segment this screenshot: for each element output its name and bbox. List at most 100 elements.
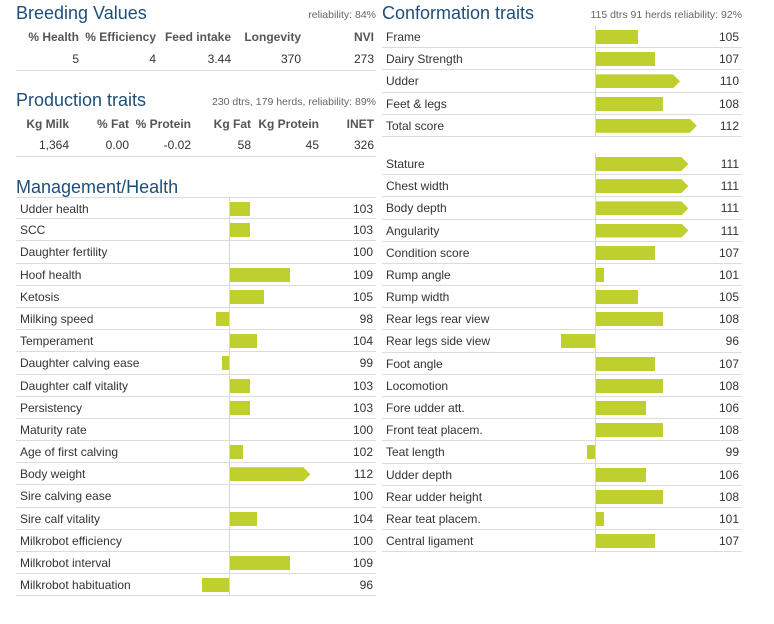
trait-value: 100 — [352, 245, 373, 260]
trait-value: 100 — [352, 533, 373, 548]
trait-row-dairy-strength: Dairy Strength 107 — [382, 48, 742, 71]
conformation-summary-chart: Frame 105 Dairy Strength 107 Udder 110 Feet & … — [382, 26, 742, 137]
table-cell: 1,364 — [16, 134, 71, 157]
production-traits-header-row: Kg Milk % Fat % Protein Kg Fat Kg Protei… — [16, 113, 376, 135]
bar-rump-angle — [596, 267, 605, 282]
baseline-axis — [595, 308, 596, 331]
trait-row-udder: Udder 110 — [382, 70, 742, 93]
trait-label: Sire calf vitality — [20, 511, 101, 526]
conformation-traits-reliability: 115 dtrs 91 herds reliability: 92% — [590, 9, 742, 21]
left-column: Breeding Values reliability: 84% % Healt… — [16, 0, 376, 597]
trait-row-temperament: Temperament 104 — [16, 330, 376, 353]
baseline-axis — [595, 241, 596, 264]
trait-row-body-weight: Body weight 112 — [16, 463, 376, 486]
trait-label: Ketosis — [20, 289, 60, 304]
baseline-axis — [229, 374, 230, 397]
trait-row-daughter-fertility: Daughter fertility 100 — [16, 241, 376, 264]
baseline-axis — [229, 507, 230, 530]
baseline-axis — [595, 286, 596, 309]
bar-fore-udder-att — [596, 401, 647, 415]
trait-label: Condition score — [386, 245, 470, 260]
baseline-axis — [595, 374, 596, 397]
trait-value: 108 — [718, 312, 739, 327]
trait-row-rump-width: Rump width 105 — [382, 286, 742, 309]
trait-row-milkrobot-habituation: Milkrobot habituation 96 — [16, 574, 376, 597]
trait-value: 107 — [718, 245, 739, 260]
trait-row-chest-width: Chest width 111 — [382, 175, 742, 198]
trait-value: 103 — [352, 223, 373, 238]
trait-value: 105 — [718, 290, 739, 305]
baseline-axis — [595, 219, 596, 242]
trait-row-milkrobot-efficiency: Milkrobot efficiency 100 — [16, 529, 376, 552]
baseline-axis — [229, 396, 230, 419]
table-cell: 45 — [253, 134, 321, 157]
trait-value: 112 — [353, 467, 373, 482]
trait-value: 100 — [352, 422, 373, 437]
trait-label: Dairy Strength — [386, 52, 463, 67]
bar-udder-health — [230, 202, 251, 216]
baseline-axis — [595, 463, 596, 486]
baseline-axis — [595, 48, 596, 71]
table-header: NVI — [353, 30, 374, 44]
trait-row-front-teat-placem: Front teat placem. 108 — [382, 419, 742, 442]
breeding-values-reliability: reliability: 84% — [308, 9, 376, 21]
trait-label: Rear teat placem. — [386, 511, 481, 526]
trait-value: 100 — [352, 489, 373, 504]
baseline-axis — [229, 463, 230, 486]
trait-row-stature: Stature 111 — [382, 152, 742, 176]
bar-age-of-first-calving — [230, 445, 244, 460]
trait-label: Udder — [386, 74, 419, 89]
table-header: INET — [346, 116, 374, 131]
trait-value: 105 — [718, 30, 739, 44]
trait-label: Maturity rate — [20, 422, 87, 437]
trait-row-locomotion: Locomotion 108 — [382, 374, 742, 397]
baseline-axis — [229, 307, 230, 331]
baseline-axis — [595, 263, 596, 287]
trait-label: Udder depth — [386, 467, 453, 482]
trait-row-frame: Frame 105 — [382, 26, 742, 49]
bar-daughter-calving-ease — [222, 356, 229, 371]
production-traits-table: Kg Milk % Fat % Protein Kg Fat Kg Protei… — [16, 113, 376, 157]
trait-row-sire-calving-ease: Sire calving ease 100 — [16, 485, 376, 508]
trait-row-rear-legs-rear-view: Rear legs rear view 108 — [382, 308, 742, 331]
trait-label: Teat length — [386, 445, 445, 460]
trait-label: Milkrobot efficiency — [20, 533, 122, 548]
trait-label: Body weight — [20, 467, 86, 482]
trait-value: 106 — [718, 401, 739, 415]
trait-label: Frame — [386, 30, 421, 44]
bar-chest-width — [596, 179, 688, 193]
bar-milkrobot-habituation — [202, 578, 229, 593]
trait-value: 111 — [720, 179, 739, 194]
baseline-axis — [229, 441, 230, 464]
trait-value: 109 — [352, 556, 373, 570]
bar-milking-speed — [215, 311, 229, 326]
production-traits-reliability: 230 dtrs, 179 herds, reliability: 89% — [211, 95, 376, 108]
trait-label: Rear legs rear view — [386, 312, 490, 327]
trait-label: Daughter calving ease — [20, 356, 140, 371]
trait-row-fore-udder-att: Fore udder att. 106 — [382, 397, 742, 420]
breeding-values-title: Breeding Values — [16, 3, 147, 23]
trait-label: Milking speed — [20, 311, 94, 326]
trait-label: Udder health — [20, 202, 89, 216]
bar-body-depth — [596, 201, 688, 215]
bar-ketosis — [230, 289, 264, 304]
trait-label: Chest width — [386, 179, 449, 194]
bar-condition-score — [596, 245, 655, 260]
baseline-axis — [229, 330, 230, 353]
table-cell: 370 — [233, 48, 303, 71]
trait-value: 111 — [720, 201, 739, 216]
right-column: Conformation traits 115 dtrs 91 herds re… — [382, 0, 742, 553]
trait-row-daughter-calf-vitality: Daughter calf vitality 103 — [16, 374, 376, 397]
baseline-axis — [229, 418, 230, 442]
production-traits-row: 1,364 0.00 -0.02 58 45 326 — [16, 134, 376, 157]
trait-label: Sire calving ease — [20, 489, 112, 504]
trait-value: 99 — [359, 356, 373, 371]
baseline-axis — [229, 552, 230, 575]
breeding-values-header-row: % Health % Efficiency Feed intake Longev… — [16, 26, 376, 48]
trait-label: Daughter fertility — [20, 245, 108, 260]
trait-row-rear-legs-side-view: Rear legs side view 96 — [382, 330, 742, 353]
trait-value: 108 — [718, 378, 739, 393]
bar-rear-udder-height — [596, 489, 664, 504]
trait-row-foot-angle: Foot angle 107 — [382, 352, 742, 375]
trait-row-body-depth: Body depth 111 — [382, 197, 742, 220]
